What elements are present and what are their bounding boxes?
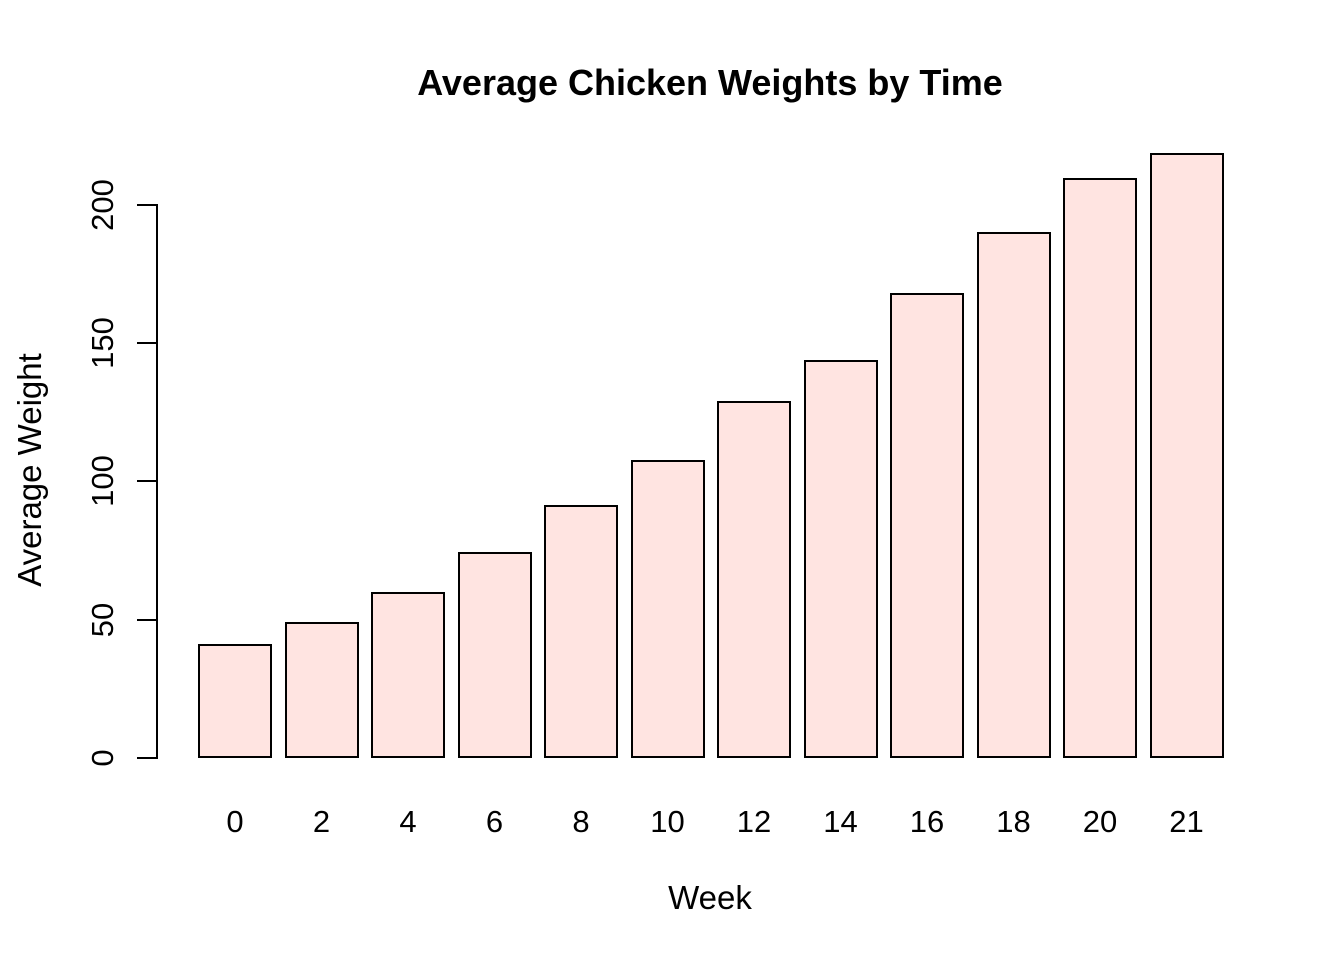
bar: [1063, 178, 1137, 758]
x-tick-label: 10: [650, 804, 685, 839]
x-tick-label: 18: [996, 804, 1031, 839]
y-tick-mark: [137, 757, 156, 759]
y-tick-label: 50: [85, 602, 120, 637]
bar: [630, 460, 705, 758]
bar: [544, 505, 618, 758]
x-tick-label: 0: [226, 804, 244, 839]
bar: [198, 644, 272, 758]
x-tick-label: 8: [572, 804, 590, 839]
x-axis-label: Week: [668, 879, 752, 916]
y-axis-label: Average Weight: [11, 353, 48, 587]
bar: [890, 293, 964, 758]
x-tick-label: 20: [1082, 804, 1118, 839]
x-tick-label: 4: [399, 804, 417, 839]
bar: [803, 360, 878, 758]
bar: [371, 592, 445, 758]
bar: [717, 401, 791, 758]
y-tick-label: 100: [85, 455, 120, 508]
y-tick-mark: [137, 203, 156, 206]
bar: [1149, 153, 1224, 758]
y-axis-line: [156, 203, 158, 759]
x-tick-label: 2: [312, 804, 331, 839]
bar: [976, 232, 1051, 758]
y-tick-mark: [137, 480, 156, 483]
x-tick-label: 21: [1169, 804, 1204, 839]
x-tick-label: 12: [736, 804, 772, 839]
y-tick-label: 150: [85, 317, 120, 369]
y-tick-mark: [137, 618, 156, 621]
x-tick-label: 6: [485, 804, 504, 839]
y-tick-label: 0: [85, 749, 120, 767]
bar: [457, 552, 532, 758]
chart-title: Average Chicken Weights by Time: [417, 62, 1003, 103]
y-tick-label: 200: [85, 178, 120, 231]
y-tick-mark: [137, 342, 156, 345]
x-tick-label: 14: [823, 804, 858, 839]
x-tick-label: 16: [909, 804, 945, 839]
bar: [284, 622, 359, 758]
